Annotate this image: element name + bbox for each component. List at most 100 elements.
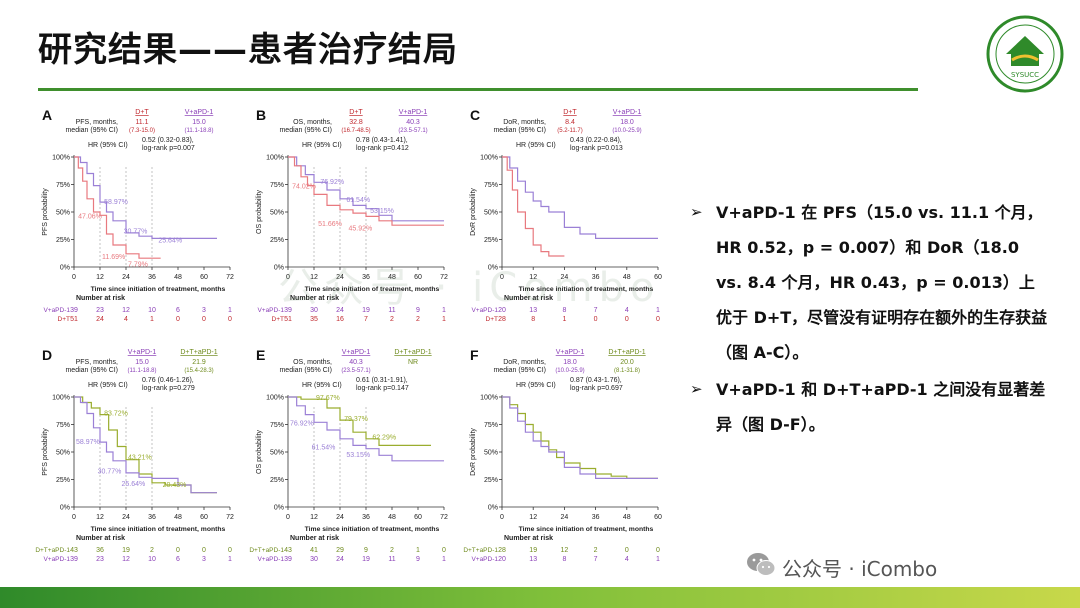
y-tick-label: 25% <box>484 237 498 244</box>
x-axis-label: Time since initiation of treatment, mont… <box>519 286 654 293</box>
panel-letter: A <box>42 107 52 123</box>
x-tick-label: 48 <box>623 514 631 521</box>
header-col1: V+aPD-1 <box>556 349 585 356</box>
risk-value: 7 <box>594 307 598 314</box>
x-tick-label: 48 <box>174 274 182 281</box>
header-col1: V+aPD-1 <box>128 349 157 356</box>
risk-value: 2 <box>594 547 598 554</box>
curve-annotation: 74.02% <box>292 184 316 191</box>
x-tick-label: 12 <box>96 514 104 521</box>
km-panel-b: B D+T V+aPD-1 OS, months, median (95% CI) 32.… <box>248 102 453 334</box>
y-tick-label: 50% <box>484 450 498 457</box>
panel-letter: F <box>470 347 479 363</box>
risk-table-title: Number at risk <box>76 535 125 542</box>
risk-value: 39 <box>284 556 292 563</box>
header-col2: D+T+aPD-1 <box>608 349 645 356</box>
y-tick-label: 0% <box>274 505 284 512</box>
risk-table-title: Number at risk <box>504 535 553 542</box>
y-tick-label: 0% <box>488 265 498 272</box>
risk-value: 20 <box>498 556 506 563</box>
x-tick-label: 60 <box>414 274 422 281</box>
risk-value: 41 <box>310 547 318 554</box>
y-tick-label: 75% <box>270 182 284 189</box>
header-hr: 0.87 (0.43-1.76), <box>570 377 622 384</box>
y-tick-label: 25% <box>270 237 284 244</box>
curve-annotation: 53.15% <box>370 208 394 215</box>
y-tick-label: 0% <box>60 265 70 272</box>
y-tick-label: 75% <box>56 422 70 429</box>
x-tick-label: 72 <box>440 274 448 281</box>
curve-annotation: 58.97% <box>104 199 128 206</box>
header-val1: 40.3 <box>349 359 363 366</box>
curve-annotation: 25.64% <box>158 238 182 245</box>
risk-row-label: D+T <box>58 316 70 323</box>
university-cancer-center-logo-icon: SYSUCC <box>982 14 1068 98</box>
risk-value: 6 <box>176 307 180 314</box>
y-axis-label: DoR probability <box>470 188 477 236</box>
risk-value: 10 <box>148 556 156 563</box>
risk-value: 1 <box>442 556 446 563</box>
header-metric: PFS, months, <box>76 359 118 366</box>
curve-annotation: 30.77% <box>98 469 122 476</box>
x-tick-label: 72 <box>440 514 448 521</box>
header-metric-ci: median (95% CI) <box>65 127 118 134</box>
risk-value: 19 <box>362 307 370 314</box>
header-hr: 0.52 (0.32-0.83), <box>142 137 194 144</box>
risk-value: 0 <box>176 316 180 323</box>
x-tick-label: 36 <box>592 274 600 281</box>
watermark-text: 公众号 · iCombo <box>278 265 661 311</box>
y-tick-label: 0% <box>274 265 284 272</box>
curve-annotation: 11.69% <box>102 254 125 261</box>
risk-value: 29 <box>336 547 344 554</box>
risk-row-label: D+T+aPD-1 <box>35 547 70 554</box>
risk-value: 7 <box>594 556 598 563</box>
risk-value: 12 <box>122 307 130 314</box>
y-tick-label: 100% <box>266 395 284 402</box>
risk-value: 9 <box>364 547 368 554</box>
y-axis-label: PFS probability <box>42 428 49 476</box>
header-col1: D+T <box>135 109 149 116</box>
risk-value: 43 <box>70 547 78 554</box>
x-tick-label: 0 <box>72 274 76 281</box>
title-underline <box>38 88 918 91</box>
header-val1: 8.4 <box>565 119 575 126</box>
risk-value: 0 <box>202 316 206 323</box>
header-hr: 0.76 (0.46-1.26), <box>142 377 194 384</box>
header-hr-label: HR (95% CI) <box>302 382 342 389</box>
header-val1: 32.8 <box>349 119 363 126</box>
x-axis-label: Time since initiation of treatment, mont… <box>519 526 654 533</box>
curve-annotation: 97.67% <box>316 395 340 402</box>
curve-annotation: 61.54% <box>346 197 370 204</box>
header-hr-label: HR (95% CI) <box>88 142 128 149</box>
risk-row-label: V+aPD-1 <box>257 556 284 563</box>
y-tick-label: 25% <box>484 477 498 484</box>
header-logrank: log-rank p=0.013 <box>570 145 623 152</box>
y-tick-label: 75% <box>484 422 498 429</box>
curve-annotation: 43.21% <box>128 454 152 461</box>
risk-value: 0 <box>625 547 629 554</box>
risk-value: 24 <box>336 307 344 314</box>
risk-value: 39 <box>284 307 292 314</box>
risk-value: 30 <box>310 556 318 563</box>
risk-value: 11 <box>388 307 395 314</box>
y-axis-label: DoR probability <box>470 428 477 476</box>
risk-value: 9 <box>416 556 420 563</box>
risk-row-label: V+aPD-1 <box>257 307 284 314</box>
risk-value: 13 <box>529 307 537 314</box>
survival-curve <box>502 156 565 257</box>
risk-value: 12 <box>122 556 130 563</box>
y-tick-label: 50% <box>484 210 498 217</box>
survival-curve <box>288 156 444 226</box>
risk-value: 8 <box>562 307 566 314</box>
km-panel-f: F V+aPD-1 D+T+aPD-1 DoR, months, median (95%… <box>462 342 667 574</box>
bullet-text: V+aPD-1 和 D+T+aPD-1 之间没有显著差异（图 D-F）。 <box>716 380 1046 434</box>
wechat-icon <box>746 551 776 579</box>
risk-value: 19 <box>529 547 537 554</box>
risk-value: 1 <box>228 307 232 314</box>
curve-annotation: 62.29% <box>372 435 396 442</box>
risk-table-title: Number at risk <box>76 295 125 302</box>
y-tick-label: 25% <box>270 477 284 484</box>
header-hr: 0.61 (0.31-1.91), <box>356 377 408 384</box>
header-metric-ci: median (95% CI) <box>493 127 546 134</box>
